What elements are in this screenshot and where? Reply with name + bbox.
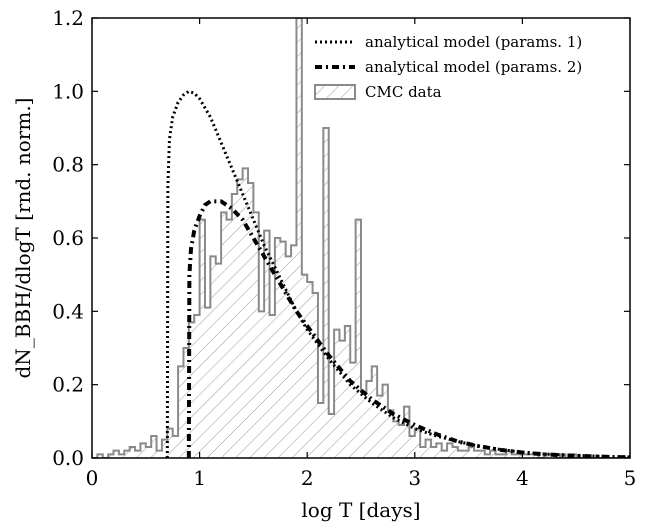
legend-label-3: CMC data [365,83,442,101]
x-tick-label: 1 [193,466,206,490]
legend-label-2: analytical model (params. 2) [365,58,582,76]
legend-label-1: analytical model (params. 1) [365,33,582,51]
x-tick-label: 3 [408,466,421,490]
x-tick-label: 4 [516,466,529,490]
y-tick-label: 1.0 [52,79,84,103]
x-tick-label: 5 [624,466,637,490]
y-tick-label: 0.4 [52,299,84,323]
axes-layer: 0 1 2 3 4 5 0.0 0.2 0.4 0.6 0.8 1.0 1.2 log T [days] d… [11,6,636,522]
histogram-layer [92,18,630,458]
y-axis-label: dN_BBH/dlogT [rnd. norm.] [11,98,35,379]
y-tick-label: 0.8 [52,153,84,177]
x-tick-label: 2 [301,466,314,490]
histogram-step [92,18,630,458]
legend: analytical model (params. 1) analytical m… [314,33,582,101]
y-tick-label: 1.2 [52,6,84,30]
legend-swatch-3 [314,84,356,100]
x-tick-label: 0 [86,466,99,490]
y-tick-label: 0.2 [52,373,84,397]
x-axis-label: log T [days] [301,498,420,522]
y-tick-label: 0.0 [52,446,84,470]
y-tick-label: 0.6 [52,226,84,250]
